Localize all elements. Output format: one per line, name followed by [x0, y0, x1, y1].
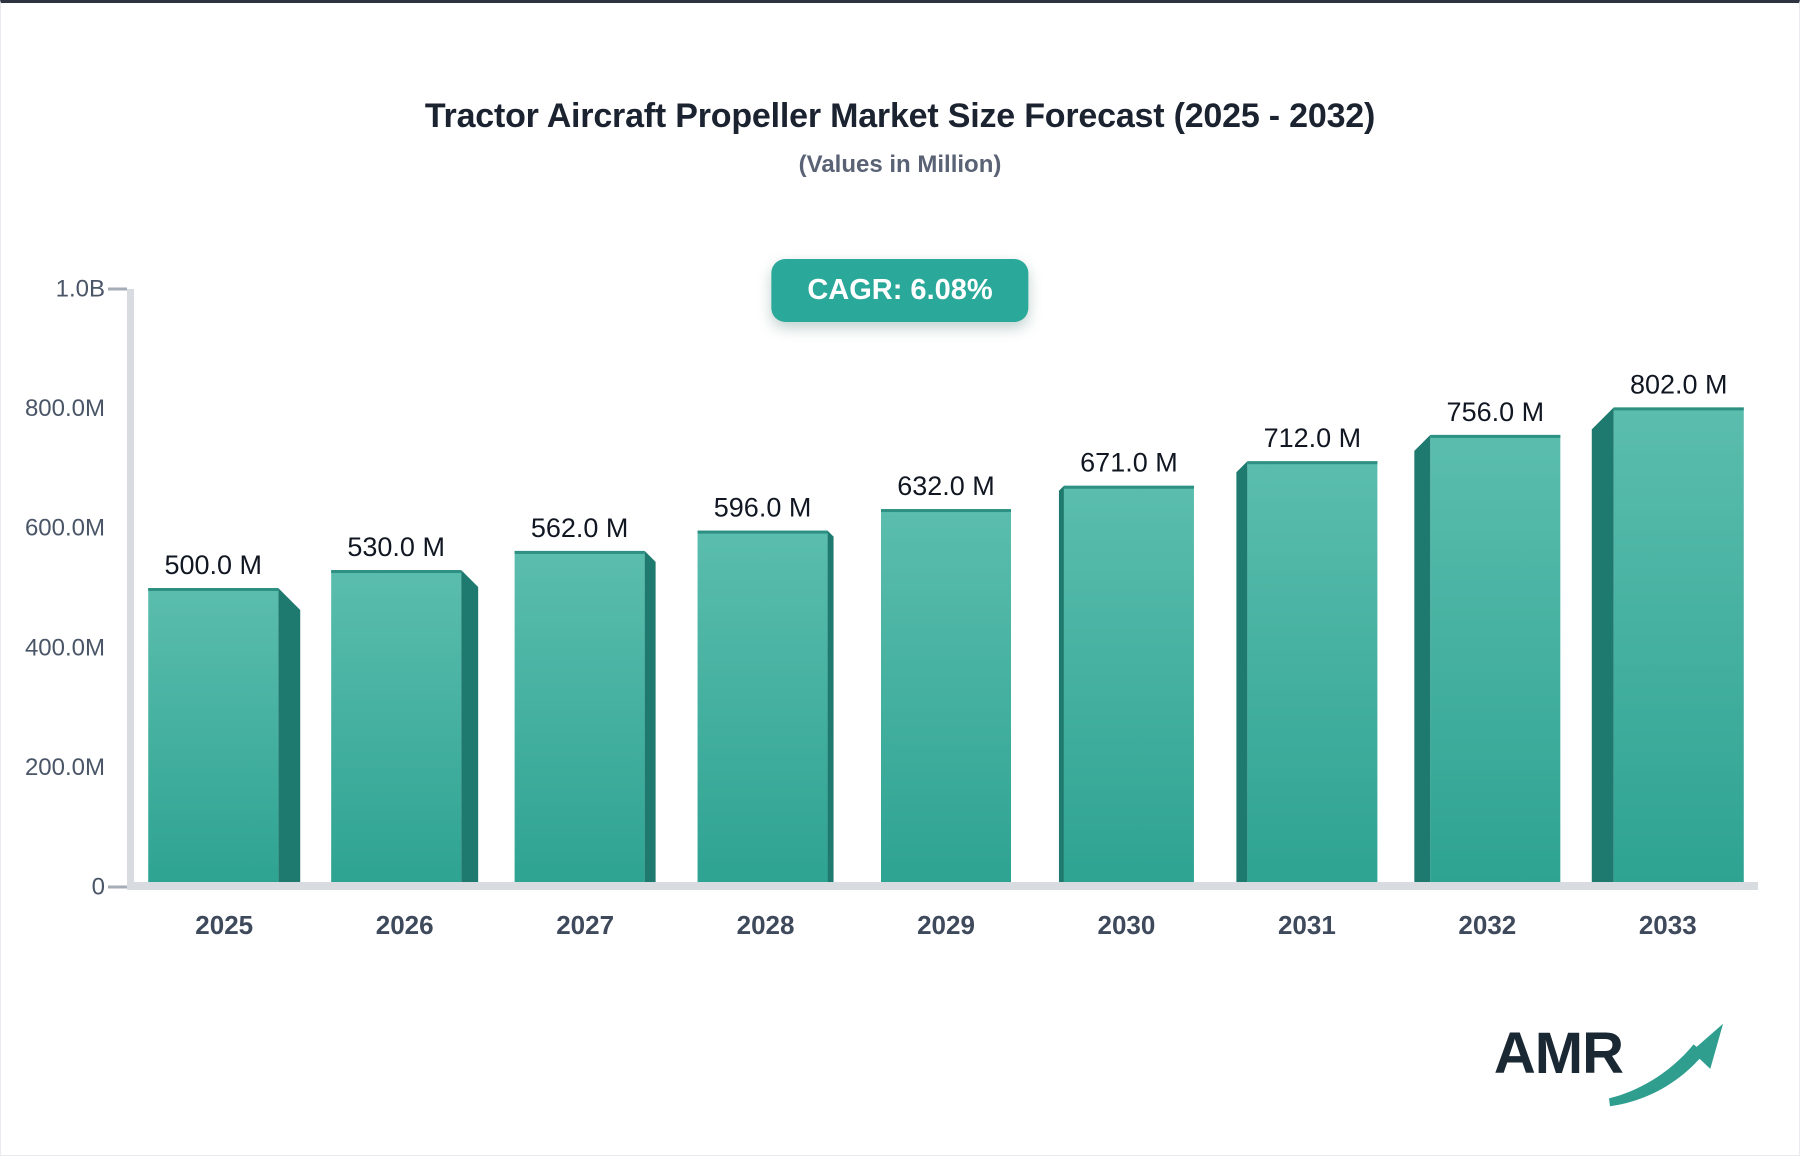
- bar-side-face: [278, 588, 301, 885]
- bar-side-face: [1414, 434, 1431, 885]
- x-tick-label: 2030: [1098, 910, 1156, 940]
- bar-chart: 0 200.0M 400.0M 600.0M 800.0M 1.0B 500.0 M 2025…: [25, 276, 1758, 940]
- bar-front-face: [697, 530, 828, 885]
- bar-top-edge: [514, 550, 645, 554]
- bar-value-label: 802.0 M: [1630, 369, 1728, 399]
- bar-value-label: 632.0 M: [897, 471, 995, 501]
- bar-front-face: [1063, 485, 1194, 885]
- bar-side-face: [827, 530, 834, 885]
- bar-front-face: [1247, 461, 1378, 885]
- bar-value-label: 562.0 M: [531, 513, 629, 543]
- bar-top-edge: [1247, 461, 1378, 465]
- bar-top-edge: [881, 509, 1011, 513]
- arrow-head: [1691, 1023, 1724, 1069]
- y-tick-label: 800.0M: [25, 395, 105, 422]
- x-axis-line: [127, 882, 1758, 890]
- bar-2026: 530.0 M 2026: [331, 532, 479, 940]
- bar-top-edge: [1063, 485, 1194, 489]
- y-axis-line: [127, 289, 134, 890]
- x-tick-label: 2026: [376, 910, 434, 940]
- x-tick-label: 2031: [1278, 910, 1336, 940]
- y-tick-label: 0: [92, 874, 105, 901]
- arrow-tail: [1609, 1044, 1705, 1107]
- x-tick-label: 2027: [556, 910, 614, 940]
- bar-front-face: [881, 509, 1011, 885]
- bar-2029: 632.0 M 2029: [881, 471, 1011, 940]
- cagr-badge: CAGR: 6.08%: [771, 259, 1029, 322]
- bar-value-label: 671.0 M: [1080, 448, 1178, 478]
- bar-top-edge: [1613, 407, 1744, 411]
- bar-side-face: [1591, 407, 1614, 885]
- x-tick-label: 2028: [737, 910, 795, 940]
- bar-value-label: 756.0 M: [1447, 397, 1545, 427]
- bar-front-face: [1613, 407, 1744, 885]
- y-tick-label: 1.0B: [56, 276, 105, 303]
- bar-2033: 802.0 M 2033: [1591, 369, 1744, 940]
- brand-logo: AMR: [1493, 1021, 1727, 1116]
- bar-value-label: 530.0 M: [347, 532, 445, 562]
- chart-title: Tractor Aircraft Propeller Market Size F…: [424, 97, 1376, 135]
- bar-side-face: [644, 550, 656, 885]
- growth-arrow-icon: [1609, 1019, 1727, 1116]
- bar-side-face: [1236, 461, 1248, 885]
- bar-value-label: 596.0 M: [714, 493, 812, 523]
- bar-front-face: [1430, 434, 1561, 885]
- bar-2030: 671.0 M 2030: [1058, 448, 1194, 940]
- bar-2032: 756.0 M 2032: [1414, 397, 1561, 940]
- x-tick-label: 2025: [195, 910, 253, 940]
- brand-logo-text: AMR: [1493, 1021, 1624, 1086]
- bar-value-label: 712.0 M: [1264, 423, 1362, 453]
- bar-value-label: 500.0 M: [164, 550, 262, 580]
- bar-top-edge: [697, 530, 828, 534]
- bar-2028: 596.0 M 2028: [697, 493, 834, 940]
- bar-front-face: [514, 550, 645, 885]
- bar-side-face: [1058, 485, 1064, 885]
- bar-side-face: [461, 570, 479, 885]
- bar-front-face: [148, 588, 279, 885]
- y-tick-label: 600.0M: [25, 515, 105, 542]
- bar-front-face: [331, 570, 462, 885]
- bar-top-edge: [148, 588, 279, 591]
- bar-top-edge: [331, 570, 462, 574]
- chart-subtitle: (Values in Million): [798, 151, 1002, 178]
- bar-2031: 712.0 M 2031: [1236, 423, 1378, 940]
- bar-2025: 500.0 M 2025: [148, 550, 301, 940]
- x-tick-label: 2033: [1639, 910, 1697, 940]
- y-tick-label: 400.0M: [25, 634, 105, 661]
- x-tick-label: 2032: [1458, 910, 1516, 940]
- y-tick-label: 200.0M: [25, 754, 105, 781]
- bar-2027: 562.0 M 2027: [514, 513, 656, 940]
- bar-top-edge: [1430, 434, 1561, 438]
- x-tick-label: 2029: [917, 910, 975, 940]
